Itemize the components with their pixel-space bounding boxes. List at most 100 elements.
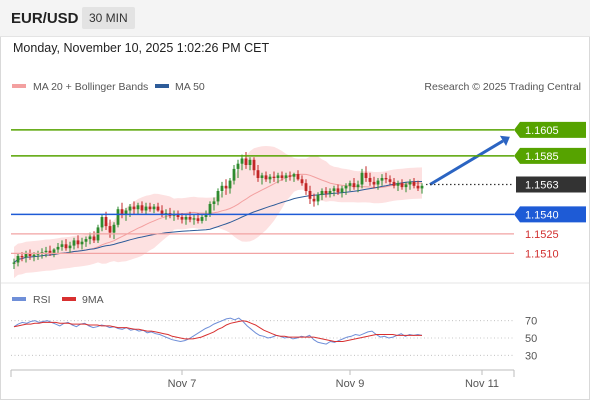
candle-body bbox=[104, 217, 108, 227]
candle-body bbox=[372, 181, 376, 185]
candle-body bbox=[408, 181, 412, 185]
ma50-line bbox=[13, 181, 422, 263]
legend-rsi-swatch bbox=[12, 297, 26, 301]
candle-body bbox=[196, 218, 200, 221]
candle bbox=[300, 175, 304, 186]
candle bbox=[80, 237, 84, 250]
candle-body bbox=[64, 244, 68, 249]
candle bbox=[308, 185, 312, 204]
level-label: 1.1585 bbox=[525, 151, 559, 163]
legend-ma9-swatch bbox=[62, 297, 76, 301]
candle bbox=[68, 241, 72, 254]
level-1.1605: 1.1605 bbox=[11, 121, 586, 138]
candle-body bbox=[36, 253, 40, 255]
candle bbox=[240, 154, 244, 171]
candle bbox=[216, 188, 220, 206]
candle-body bbox=[420, 185, 424, 189]
legend-ma9-label: 9MA bbox=[82, 294, 104, 306]
candle bbox=[320, 188, 324, 201]
candle-body bbox=[224, 185, 228, 189]
candle bbox=[280, 171, 284, 181]
candle bbox=[184, 214, 188, 225]
candle-body bbox=[376, 180, 380, 185]
candle-body bbox=[128, 206, 132, 211]
candle-body bbox=[20, 256, 24, 258]
candle-body bbox=[228, 180, 232, 189]
candle bbox=[316, 192, 320, 206]
rsi-tick-label: 30 bbox=[525, 350, 537, 362]
candle-body bbox=[404, 184, 408, 188]
candle-body bbox=[92, 236, 96, 241]
candle-body bbox=[32, 254, 36, 256]
candle bbox=[312, 193, 316, 207]
candle-body bbox=[52, 249, 56, 254]
candle bbox=[92, 231, 96, 243]
candle bbox=[64, 239, 68, 251]
candle bbox=[48, 245, 52, 256]
candle bbox=[108, 219, 112, 238]
candle bbox=[324, 187, 328, 198]
candle-body bbox=[216, 191, 220, 202]
candle-body bbox=[124, 210, 128, 215]
candle-body bbox=[292, 174, 296, 177]
candle bbox=[388, 175, 392, 185]
candle-body bbox=[232, 168, 236, 181]
candle bbox=[156, 202, 160, 212]
candle-body bbox=[284, 175, 288, 178]
current-price-box bbox=[516, 176, 586, 193]
candle-body bbox=[12, 262, 16, 264]
candle-body bbox=[252, 159, 256, 171]
candle bbox=[212, 197, 216, 211]
candle-body bbox=[400, 183, 404, 188]
candle-body bbox=[120, 209, 124, 215]
candle-body bbox=[236, 163, 240, 169]
candle bbox=[340, 185, 344, 198]
candle-body bbox=[280, 175, 284, 178]
candle-body bbox=[360, 172, 364, 185]
candle-body bbox=[264, 175, 268, 180]
candle bbox=[380, 174, 384, 186]
candle bbox=[224, 179, 228, 195]
candle-body bbox=[248, 159, 252, 165]
candle bbox=[76, 235, 80, 249]
candle-body bbox=[240, 158, 244, 164]
candle-body bbox=[412, 181, 416, 186]
level-box bbox=[514, 147, 586, 164]
candle-body bbox=[176, 214, 180, 217]
chart-datetime: Monday, November 10, 2025 1:02:26 PM CET bbox=[13, 41, 270, 55]
candle-body bbox=[184, 217, 188, 220]
candle-body bbox=[380, 178, 384, 181]
candle-body bbox=[352, 183, 356, 188]
level-box bbox=[514, 121, 586, 138]
candle bbox=[352, 178, 356, 190]
level-label: 1.1540 bbox=[525, 209, 559, 221]
forecast-arrow-shaft bbox=[429, 139, 504, 186]
candle bbox=[248, 157, 252, 171]
candle bbox=[332, 185, 336, 197]
timeframe-button[interactable]: 30 MIN bbox=[82, 7, 135, 29]
level-1.1525: 1.1525 bbox=[11, 229, 559, 241]
candle bbox=[396, 180, 400, 191]
rsi-plot: 70 50 30 bbox=[11, 316, 537, 362]
candle-body bbox=[384, 178, 388, 180]
candle-body bbox=[416, 185, 420, 189]
candle bbox=[24, 250, 28, 263]
price-plot bbox=[12, 135, 510, 279]
candle-body bbox=[388, 179, 392, 182]
level-label: 1.1525 bbox=[525, 229, 559, 241]
candle-body bbox=[24, 253, 28, 258]
candle bbox=[100, 214, 104, 232]
rsi-ma9-line bbox=[13, 320, 422, 342]
candle-body bbox=[208, 204, 212, 215]
candle-body bbox=[276, 175, 280, 178]
candle bbox=[220, 181, 224, 198]
candle bbox=[252, 157, 256, 176]
candle bbox=[276, 172, 280, 184]
candle-body bbox=[48, 250, 52, 254]
candle bbox=[392, 178, 396, 189]
candle bbox=[384, 172, 388, 184]
candle bbox=[72, 237, 76, 250]
level-1.1510: 1.1510 bbox=[11, 248, 559, 260]
candle-body bbox=[144, 206, 148, 211]
